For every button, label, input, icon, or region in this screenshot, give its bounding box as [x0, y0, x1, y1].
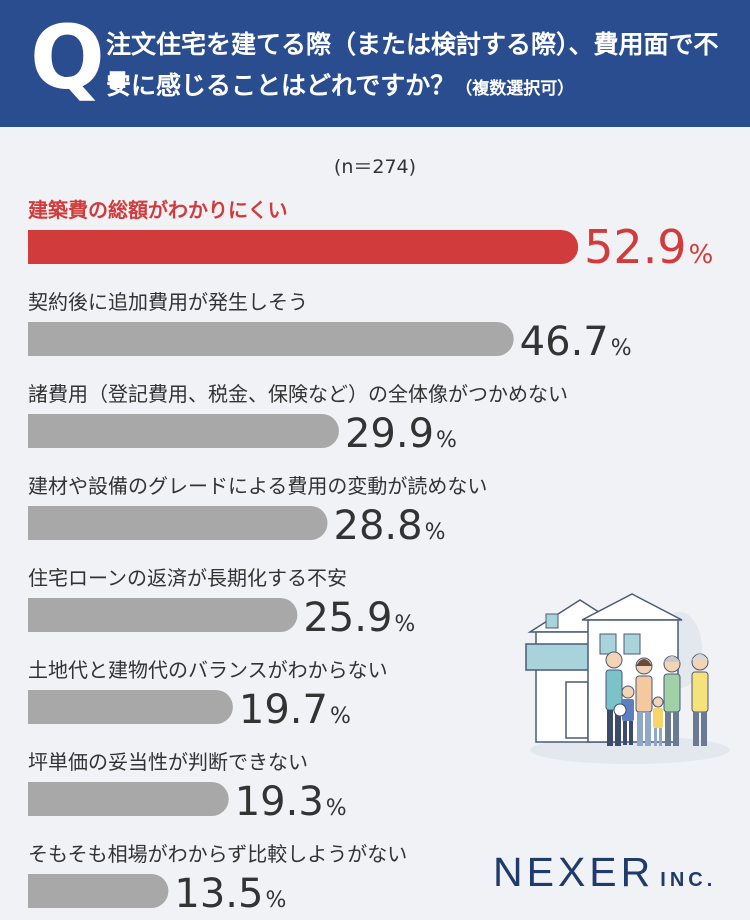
category-label: 建築費の総額がわかりにくい: [28, 198, 288, 222]
bar: [28, 414, 339, 448]
bar: [28, 322, 514, 356]
category-label: 建材や設備のグレードによる費用の変動が読めない: [28, 474, 487, 498]
bar: [28, 598, 298, 632]
value-unit: %: [326, 796, 347, 821]
question-mark: Q.: [30, 6, 134, 109]
value-number: 29.9: [345, 411, 434, 457]
bar-base: [28, 782, 62, 816]
bar-base: [28, 874, 62, 908]
value-number: 13.5: [174, 871, 263, 917]
family-house-illustration: [525, 593, 730, 764]
value-number: 46.7: [520, 319, 609, 365]
value-number: 52.9: [584, 220, 686, 274]
category-label: 土地代と建物代のバランスがわからない: [28, 658, 388, 682]
nexer-logo: NEXER INC.: [493, 852, 716, 893]
bar: [28, 690, 233, 724]
logo-suffix: INC.: [660, 869, 717, 891]
question-note: （複数選択可）: [455, 79, 575, 99]
bar-base: [28, 690, 62, 724]
value-label: 19.7%: [239, 687, 351, 733]
value-unit: %: [330, 704, 351, 729]
value-label: 25.9%: [303, 595, 415, 641]
question-text: 注文住宅を建てる際（または検討する際）、費用面で不安に感じることはどれですか？（…: [106, 24, 736, 110]
category-label: 坪単価の妥当性が判断できない: [28, 750, 308, 774]
bar: [28, 782, 229, 816]
value-number: 28.8: [334, 503, 423, 549]
bar: [28, 230, 579, 264]
value-number: 19.3: [235, 779, 324, 825]
value-label: 13.5%: [174, 871, 286, 917]
value-number: 25.9: [303, 595, 392, 641]
bar-base: [28, 506, 62, 540]
value-label: 52.9%: [584, 220, 713, 274]
bar: [28, 506, 328, 540]
sample-size-label: (n＝274): [333, 156, 417, 178]
value-unit: %: [425, 520, 446, 545]
question-body: 注文住宅を建てる際（または検討する際）、費用面で不安に感じることはどれですか？: [106, 30, 719, 100]
value-unit: %: [689, 240, 714, 270]
bar-base: [28, 414, 62, 448]
category-label: 住宅ローンの返済が長期化する不安: [28, 566, 347, 590]
value-label: 46.7%: [520, 319, 632, 365]
bar: [28, 874, 169, 908]
bar-base: [28, 598, 62, 632]
value-unit: %: [611, 336, 632, 361]
category-label: そもそも相場がわからず比較しようがない: [28, 842, 407, 866]
bar-base: [28, 230, 62, 264]
bar-base: [28, 322, 62, 356]
value-unit: %: [436, 428, 457, 453]
value-number: 19.7: [239, 687, 328, 733]
value-unit: %: [394, 612, 415, 637]
category-label: 契約後に追加費用が発生しそう: [28, 290, 308, 314]
question-header: Q. 注文住宅を建てる際（または検討する際）、費用面で不安に感じることはどれです…: [0, 0, 750, 127]
value-label: 28.8%: [334, 503, 446, 549]
value-unit: %: [265, 888, 286, 913]
value-label: 29.9%: [345, 411, 457, 457]
category-label: 諸費用（登記費用、税金、保険など）の全体像がつかめない: [28, 382, 568, 406]
value-label: 19.3%: [235, 779, 347, 825]
logo-name: NEXER: [493, 849, 655, 895]
